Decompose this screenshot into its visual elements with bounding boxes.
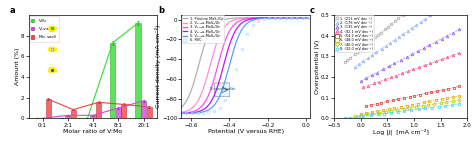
Bar	[96, 102, 101, 118]
Text: b: b	[158, 6, 164, 15]
Text: a: a	[9, 6, 15, 15]
Bar	[116, 108, 120, 118]
Bar	[146, 107, 151, 118]
Bar	[90, 115, 95, 118]
Bar	[121, 104, 126, 118]
X-axis label: Potential (V versus RHE): Potential (V versus RHE)	[207, 129, 283, 134]
Bar	[141, 101, 146, 118]
Legend: 1. (211 mV dec⁻¹), 2. (176 mV dec⁻¹), 3. (135 mV dec⁻¹), 4. (92.1 mV dec⁻¹), 5. : 1. (211 mV dec⁻¹), 2. (176 mV dec⁻¹), 3.…	[334, 16, 373, 52]
Bar	[45, 99, 50, 118]
X-axis label: Log |j|  [mA cm⁻²]: Log |j| [mA cm⁻²]	[372, 129, 428, 135]
Text: c: c	[309, 6, 314, 15]
Y-axis label: Overpotential (V): Overpotential (V)	[314, 39, 319, 94]
Bar	[70, 110, 76, 118]
Legend: $V_{Mo}$, V-vac$_S$, Mo-vac$_S$: $V_{Mo}$, V-vac$_S$, Mo-vac$_S$	[30, 16, 59, 42]
Bar	[65, 115, 70, 118]
Y-axis label: Amount (%): Amount (%)	[15, 48, 20, 85]
X-axis label: Molar ratio of V:Mo: Molar ratio of V:Mo	[63, 129, 122, 134]
Bar	[135, 23, 140, 118]
Text: N concentration: N concentration	[209, 87, 234, 91]
Y-axis label: Current density (mA cm⁻²): Current density (mA cm⁻²)	[154, 25, 160, 108]
Legend: 1. Pristine MoS₂/Gr, 2. V₀.₃₅u-MoS₂/Gr, 3. V₁.₀₅u-MoS₂/Gr, 4. V₂.₇₅u-MoS₂/Gr, 5.: 1. Pristine MoS₂/Gr, 2. V₀.₃₅u-MoS₂/Gr, …	[181, 16, 224, 43]
FancyBboxPatch shape	[214, 83, 229, 97]
Bar	[110, 43, 115, 118]
